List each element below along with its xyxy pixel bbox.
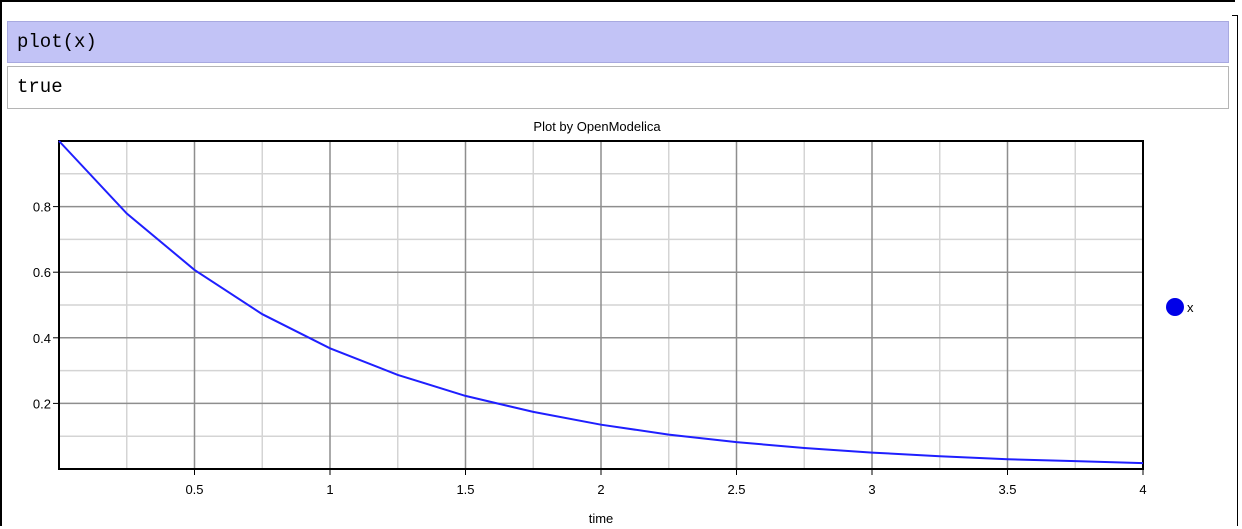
y-tick-label: 0.8 (33, 200, 51, 215)
grid-lines (59, 141, 1143, 469)
y-tick-label: 0.6 (33, 265, 51, 280)
legend[interactable]: x (1166, 297, 1194, 317)
input-code: plot(x) (17, 31, 97, 53)
cell-bracket[interactable] (1232, 15, 1238, 526)
x-tick-label: 3 (868, 482, 875, 497)
x-tick-label: 3.5 (998, 482, 1016, 497)
x-tick-label: 2.5 (727, 482, 745, 497)
axis-ticks: 0.5 1 1.5 2 2.5 3 3.5 4 0.2 0.4 0.6 0.8 (33, 200, 1147, 497)
x-axis-label: time (589, 511, 614, 526)
y-tick-label: 0.2 (33, 396, 51, 411)
y-tick-label: 0.4 (33, 331, 51, 346)
x-tick-label: 2 (597, 482, 604, 497)
legend-label: x (1187, 299, 1194, 315)
series-line-x (58, 140, 1144, 465)
legend-marker (1166, 298, 1184, 316)
x-tick-label: 0.5 (185, 482, 203, 497)
series-group (58, 140, 1144, 465)
x-tick-label: 1.5 (456, 482, 474, 497)
x-tick-label: 1 (326, 482, 333, 497)
x-tick-label: 4 (1139, 482, 1146, 497)
input-cell[interactable]: plot(x) (7, 21, 1229, 63)
output-cell[interactable]: true (7, 66, 1229, 109)
output-text: true (17, 76, 63, 98)
chart-title: Plot by OpenModelica (533, 119, 661, 134)
